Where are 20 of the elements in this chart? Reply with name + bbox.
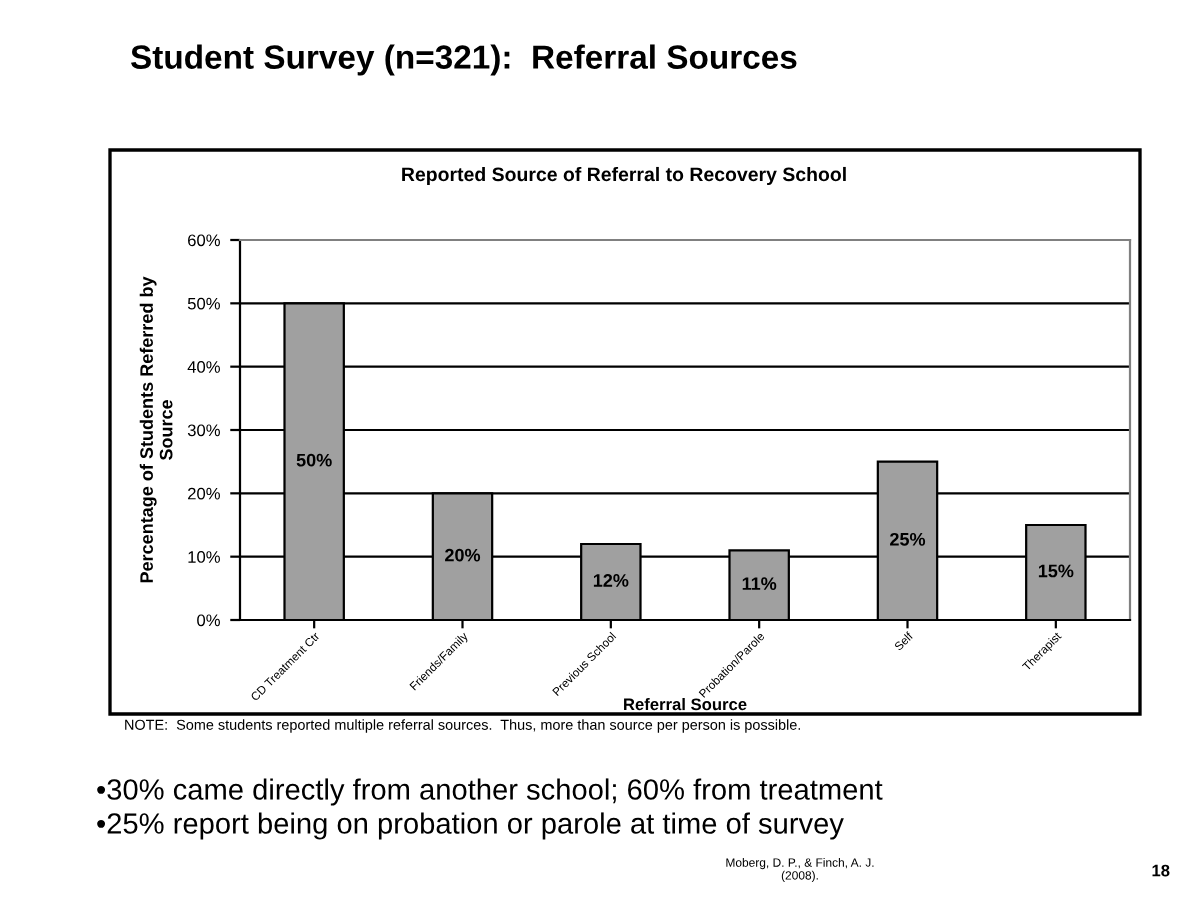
y-tick-label: 20% — [188, 487, 220, 500]
data-label: 25% — [890, 532, 926, 546]
data-label: 20% — [445, 548, 481, 562]
y-axis-title: Percentage of Students Referred by Source — [139, 276, 173, 583]
data-label: 12% — [593, 574, 629, 587]
y-tick-label: 0% — [197, 614, 220, 627]
data-label: 11% — [742, 577, 777, 590]
x-axis-title: Referral Source — [624, 698, 747, 711]
chart-title: Student Survey (n=321): Referral Sources — [130, 44, 797, 76]
text: 18 — [1152, 864, 1170, 877]
y-tick-label: 10% — [188, 551, 220, 563]
text: •25% report being on probation or parole at time of survey — [97, 812, 844, 840]
y-tick-label: 50% — [187, 297, 220, 310]
text: •30% came directly from another school; 60% from treatment — [97, 778, 883, 806]
y-tick-label: 60% — [188, 234, 220, 247]
chart-subtitle: Reported Source of Referral to Recovery School — [402, 166, 846, 186]
y-tick-label: 30% — [187, 424, 220, 437]
data-label: 50% — [296, 453, 332, 467]
data-label: 15% — [1038, 564, 1074, 578]
y-tick-label: 40% — [187, 361, 220, 373]
